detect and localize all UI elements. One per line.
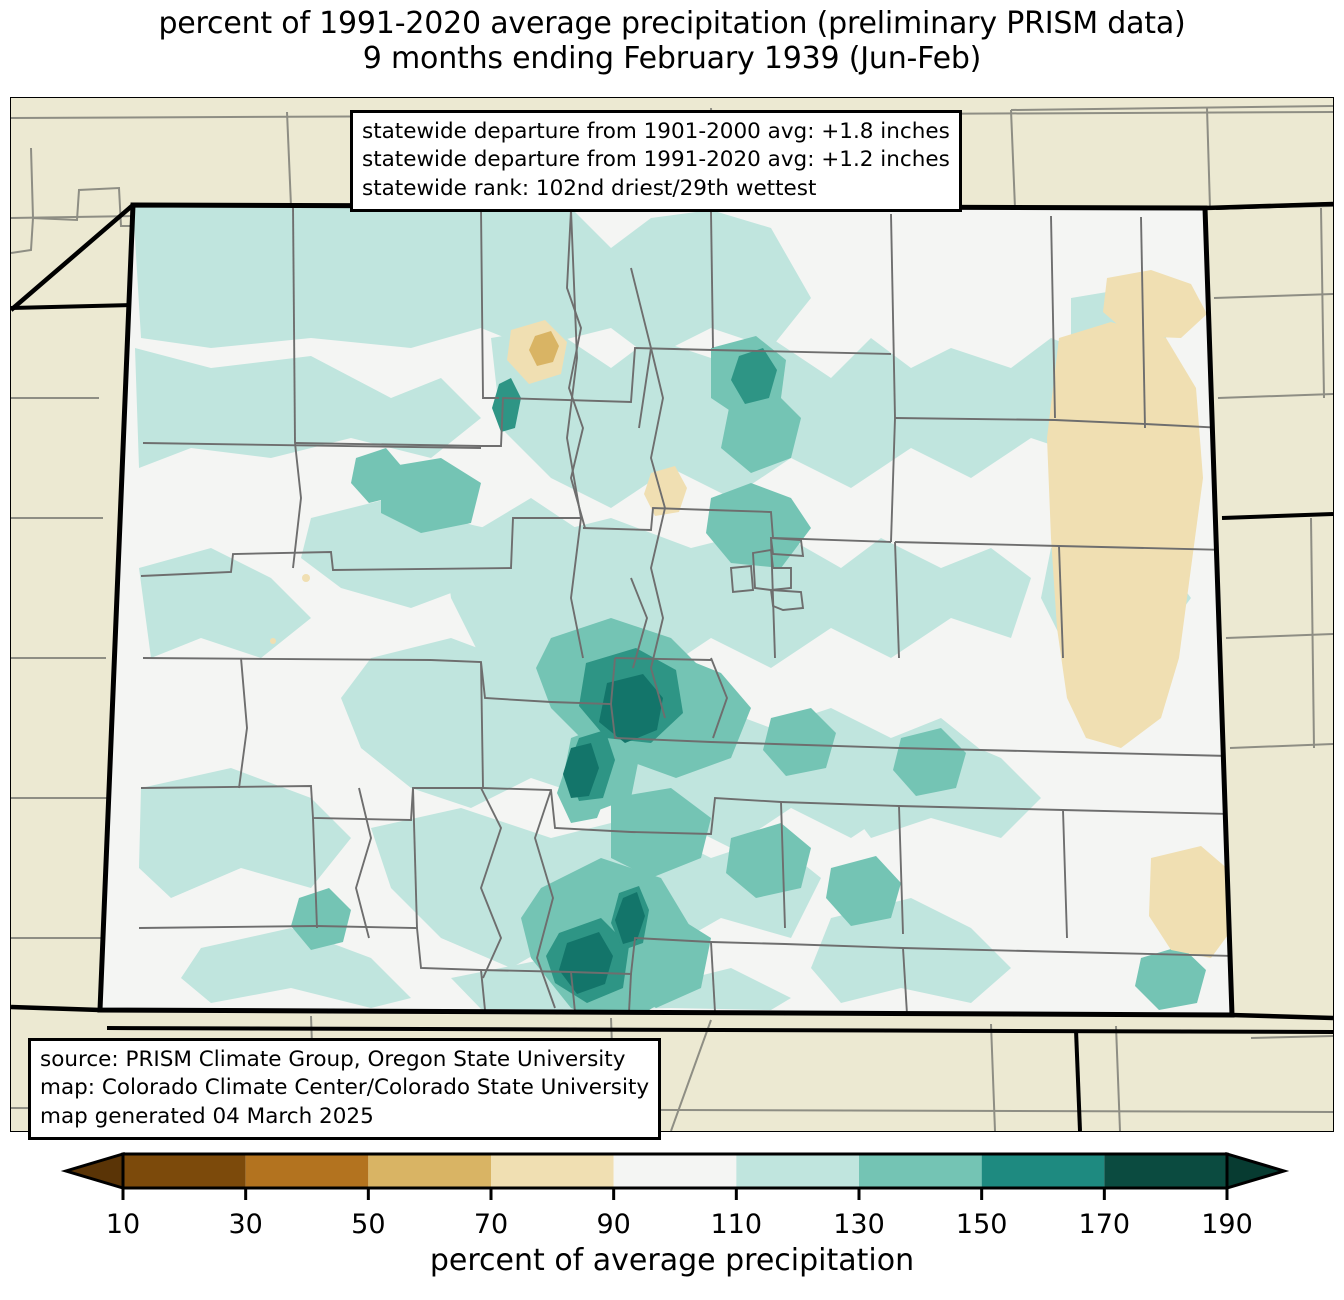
colorbar-extend-high [1225, 1151, 1290, 1191]
source-line: source: PRISM Climate Group, Oregon Stat… [40, 1047, 626, 1072]
colorbar-tick-label: 30 [228, 1209, 262, 1240]
stat-departure-1991-2020: statewide departure from 1991-2020 avg: … [362, 147, 950, 173]
colorado-precipitation-field [100, 205, 1232, 1015]
colorbar-tick-label: 170 [1079, 1209, 1131, 1240]
colorbar-band [1104, 1154, 1227, 1188]
stat-statewide-rank: statewide rank: 102nd driest/29th wettes… [362, 175, 817, 201]
statistics-box: statewide departure from 1901-2000 avg: … [350, 110, 962, 213]
colorbar-tick-label: 150 [956, 1209, 1008, 1240]
colorbar-extend-low [60, 1151, 125, 1191]
colorbar-band [981, 1154, 1105, 1188]
map-generated-line: map generated 04 March 2025 [40, 1103, 374, 1129]
colorbar-axis-label: percent of average precipitation [429, 1243, 915, 1278]
colorbar-band [245, 1154, 369, 1188]
colorbar-band [859, 1154, 982, 1188]
page-title: percent of 1991-2020 average precipitati… [0, 6, 1344, 77]
colorbar-bands [60, 1151, 1290, 1191]
colorbar-tick-label: 70 [474, 1209, 508, 1240]
colorbar: 10 30 50 70 90 110 130 150 170 190 [0, 1140, 1344, 1300]
colorbar-tick-label: 190 [1201, 1209, 1253, 1240]
colorbar-svg: 10 30 50 70 90 110 130 150 170 190 [60, 1151, 1290, 1240]
colorbar-tick-label: 110 [711, 1209, 763, 1240]
colorbar-band [613, 1154, 737, 1188]
colorbar-tick-label: 10 [106, 1209, 140, 1240]
colorbar-band [736, 1154, 859, 1188]
colorbar-tick-labels: 10 30 50 70 90 110 130 150 170 190 [106, 1209, 1253, 1240]
title-line-2: 9 months ending February 1939 (Jun-Feb) [362, 41, 982, 77]
colorbar-band [368, 1154, 491, 1188]
county-boundaries [138, 205, 1232, 1015]
colorbar-band [491, 1154, 614, 1188]
map-credit-line: map: Colorado Climate Center/Colorado St… [40, 1075, 650, 1101]
map-panel [10, 97, 1334, 1132]
title-line-1: percent of 1991-2020 average precipitati… [158, 6, 1186, 41]
colorbar-tick-marks [121, 1187, 1229, 1200]
colorbar-tick-label: 90 [596, 1209, 630, 1240]
colorbar-tick-label: 130 [833, 1209, 885, 1240]
colorbar-tick-label: 50 [351, 1209, 385, 1240]
precipitation-map [11, 98, 1333, 1131]
adjacent-state-lines [11, 201, 1333, 1021]
source-box: source: PRISM Climate Group, Oregon Stat… [28, 1038, 662, 1141]
colorbar-band [123, 1154, 246, 1188]
stat-departure-1901-2000: statewide departure from 1901-2000 avg: … [362, 119, 950, 144]
